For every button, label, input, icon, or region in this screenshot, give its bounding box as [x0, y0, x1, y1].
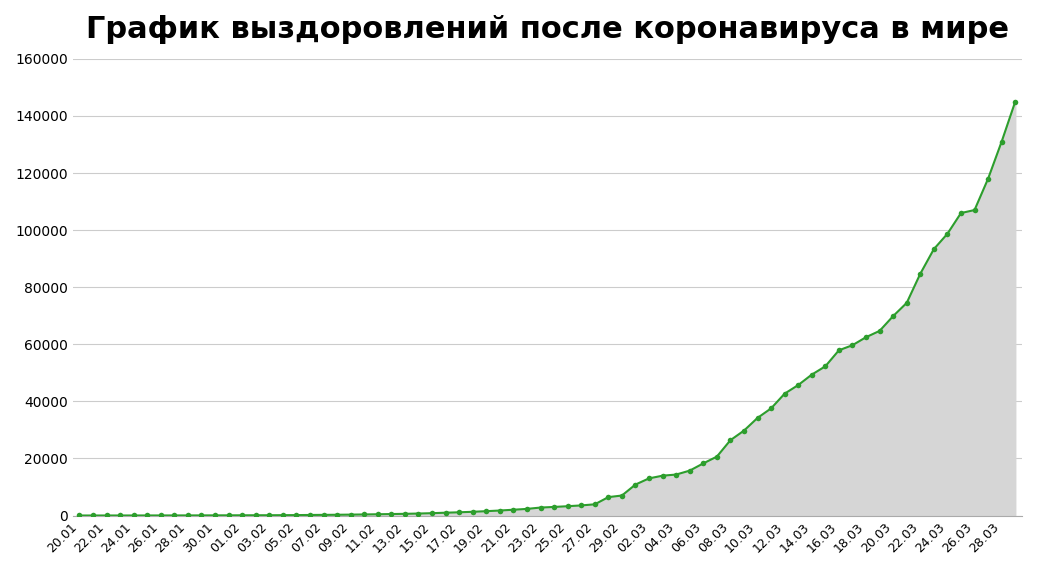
Point — [614, 491, 630, 500]
Point — [193, 511, 209, 520]
Point — [152, 511, 169, 520]
Point — [559, 502, 576, 511]
Point — [342, 510, 359, 519]
Point — [668, 470, 684, 479]
Point — [396, 509, 413, 518]
Point — [708, 452, 725, 461]
Point — [627, 480, 644, 489]
Point — [966, 206, 983, 215]
Point — [722, 435, 738, 445]
Point — [139, 511, 156, 520]
Point — [532, 503, 549, 512]
Point — [465, 507, 481, 516]
Point — [248, 511, 264, 520]
Point — [695, 459, 711, 468]
Point — [885, 312, 901, 321]
Point — [85, 511, 102, 520]
Point — [940, 229, 956, 238]
Point — [993, 137, 1010, 146]
Point — [166, 511, 183, 520]
Point — [369, 510, 386, 519]
Point — [871, 327, 888, 336]
Point — [587, 500, 604, 509]
Point — [545, 502, 562, 511]
Point — [817, 362, 834, 371]
Point — [438, 508, 454, 517]
Point — [220, 511, 236, 520]
Point — [1007, 97, 1024, 106]
Point — [505, 505, 522, 514]
Point — [749, 413, 765, 422]
Point — [411, 509, 427, 518]
Point — [72, 511, 88, 520]
Point — [451, 508, 468, 517]
Point — [206, 511, 223, 520]
Point — [641, 474, 657, 483]
Point — [261, 511, 278, 520]
Point — [735, 426, 752, 435]
Point — [356, 510, 372, 519]
Point — [329, 510, 345, 519]
Point — [179, 511, 196, 520]
Point — [518, 504, 535, 514]
Point — [804, 370, 820, 379]
Point — [315, 510, 332, 519]
Point — [681, 466, 698, 475]
Point — [953, 209, 970, 218]
Point — [844, 341, 861, 350]
Point — [763, 404, 780, 413]
Point — [424, 508, 441, 518]
Point — [288, 511, 305, 520]
Point — [790, 381, 807, 390]
Point — [383, 510, 399, 519]
Point — [858, 333, 874, 342]
Point — [572, 501, 589, 510]
Point — [980, 174, 997, 183]
Point — [302, 510, 318, 519]
Point — [898, 298, 915, 307]
Point — [926, 245, 943, 254]
Point — [492, 506, 508, 515]
Point — [912, 269, 928, 278]
Title: График выздоровлений после коронавируса в мире: График выздоровлений после коронавируса … — [86, 15, 1009, 44]
Point — [654, 471, 671, 481]
Point — [234, 511, 251, 520]
Point — [112, 511, 129, 520]
Point — [125, 511, 142, 520]
Point — [777, 389, 793, 398]
Point — [478, 507, 495, 516]
Point — [99, 511, 115, 520]
Point — [275, 511, 291, 520]
Point — [600, 492, 617, 502]
Point — [831, 346, 847, 355]
